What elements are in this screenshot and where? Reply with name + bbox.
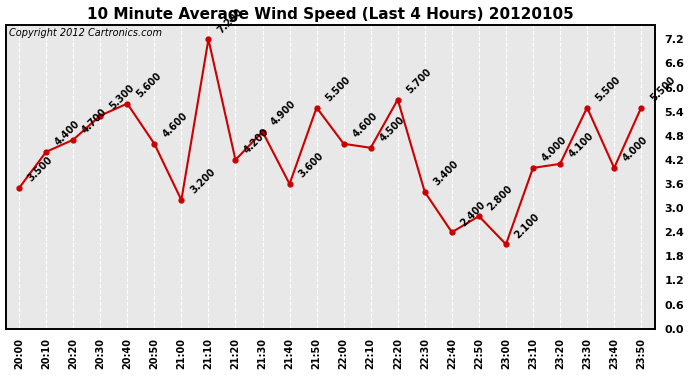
Text: 4.400: 4.400 xyxy=(53,119,82,148)
Text: 2.800: 2.800 xyxy=(486,183,515,212)
Text: 3.200: 3.200 xyxy=(188,167,217,196)
Text: 3.400: 3.400 xyxy=(432,159,460,188)
Text: 4.100: 4.100 xyxy=(567,131,595,160)
Text: 5.500: 5.500 xyxy=(594,75,623,104)
Text: 2.100: 2.100 xyxy=(513,211,542,240)
Text: 4.500: 4.500 xyxy=(377,115,406,144)
Text: 5.500: 5.500 xyxy=(648,75,677,104)
Text: Copyright 2012 Cartronics.com: Copyright 2012 Cartronics.com xyxy=(9,28,161,38)
Text: 4.600: 4.600 xyxy=(161,111,190,140)
Text: 4.000: 4.000 xyxy=(621,135,650,164)
Text: 3.600: 3.600 xyxy=(297,151,325,180)
Text: 5.600: 5.600 xyxy=(135,70,163,99)
Text: 4.000: 4.000 xyxy=(540,135,569,164)
Text: 4.900: 4.900 xyxy=(270,99,298,128)
Text: 3.500: 3.500 xyxy=(26,155,55,184)
Title: 10 Minute Average Wind Speed (Last 4 Hours) 20120105: 10 Minute Average Wind Speed (Last 4 Hou… xyxy=(87,7,573,22)
Text: 5.700: 5.700 xyxy=(405,67,433,95)
Text: 5.300: 5.300 xyxy=(107,82,136,111)
Text: 4.700: 4.700 xyxy=(80,107,109,136)
Text: 5.500: 5.500 xyxy=(324,75,353,104)
Text: 7.200: 7.200 xyxy=(215,6,244,35)
Text: 4.600: 4.600 xyxy=(351,111,380,140)
Text: 4.200: 4.200 xyxy=(242,127,271,156)
Text: 2.400: 2.400 xyxy=(459,199,488,228)
